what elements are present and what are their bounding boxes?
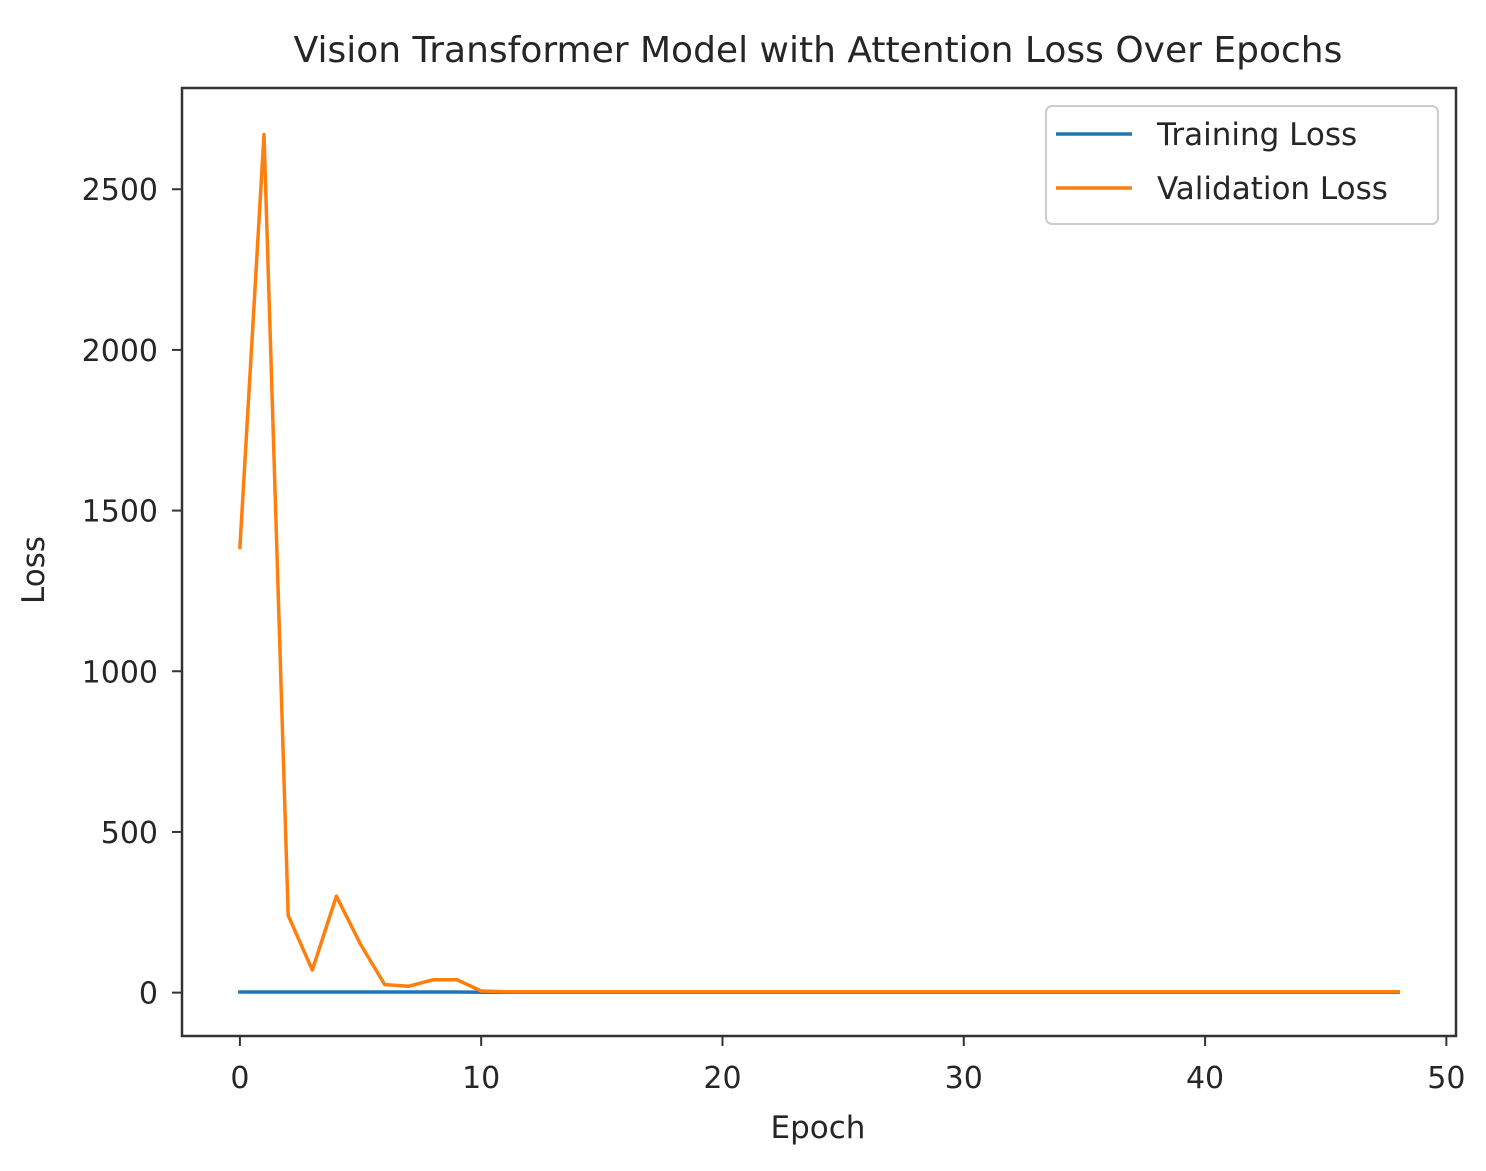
y-tick-label: 1000: [82, 655, 158, 690]
legend-box: [1045, 105, 1439, 225]
y-tick-label: 2500: [82, 173, 158, 208]
series-line-validation-loss: [238, 132, 1400, 994]
y-axis-ticks: 0 500 1000 1500 2000 2500: [82, 173, 182, 1012]
x-tick-label: 10: [462, 1061, 500, 1096]
x-axis-ticks: 0 10 20 30 40 50: [230, 1036, 1465, 1096]
y-axis-label: Loss: [16, 536, 52, 604]
y-tick-label: 2000: [82, 334, 158, 369]
y-tick-label: 0: [139, 977, 158, 1012]
plot-area: [180, 86, 1458, 1038]
x-tick-label: 30: [945, 1061, 983, 1096]
x-tick-label: 20: [703, 1061, 741, 1096]
y-tick-label: 500: [101, 816, 158, 851]
series-lines: [238, 132, 1400, 995]
y-tick-label: 1500: [82, 495, 158, 530]
legend-label-training-loss: Training Loss: [1156, 117, 1357, 153]
chart-title: Vision Transformer Model with Attention …: [294, 30, 1343, 71]
legend: Training Loss Validation Loss: [1045, 105, 1439, 225]
x-tick-label: 50: [1427, 1061, 1465, 1096]
x-tick-label: 40: [1186, 1061, 1224, 1096]
legend-label-validation-loss: Validation Loss: [1157, 171, 1388, 207]
x-axis-label: Epoch: [771, 1110, 866, 1146]
x-tick-label: 0: [230, 1061, 249, 1096]
